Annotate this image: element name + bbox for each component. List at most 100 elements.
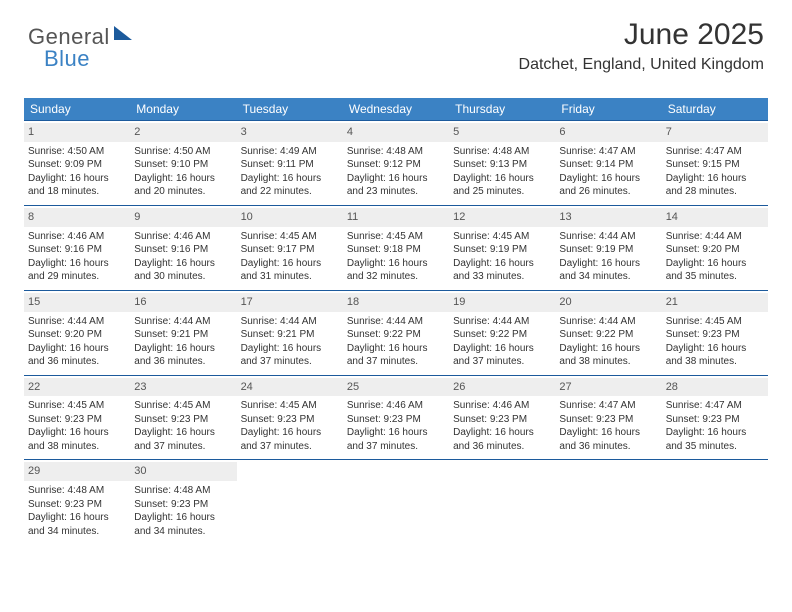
sunset-line: Sunset: 9:23 PM <box>28 413 126 427</box>
day-header: Monday <box>130 98 236 120</box>
sunset-line: Sunset: 9:21 PM <box>241 328 339 342</box>
sunset-line: Sunset: 9:15 PM <box>666 158 764 172</box>
day-cell: 18Sunrise: 4:44 AMSunset: 9:22 PMDayligh… <box>343 291 449 375</box>
week-row: 22Sunrise: 4:45 AMSunset: 9:23 PMDayligh… <box>24 375 768 460</box>
day-cell <box>449 460 555 544</box>
day-number: 8 <box>24 208 130 227</box>
sunset-line: Sunset: 9:10 PM <box>134 158 232 172</box>
day-cell: 15Sunrise: 4:44 AMSunset: 9:20 PMDayligh… <box>24 291 130 375</box>
sunrise-line: Sunrise: 4:47 AM <box>559 145 657 159</box>
daylight-line: Daylight: 16 hours and 37 minutes. <box>347 342 445 369</box>
sunrise-line: Sunrise: 4:48 AM <box>134 484 232 498</box>
day-number: 12 <box>449 208 555 227</box>
day-number: 3 <box>237 123 343 142</box>
day-cell: 25Sunrise: 4:46 AMSunset: 9:23 PMDayligh… <box>343 376 449 460</box>
sunrise-line: Sunrise: 4:44 AM <box>559 230 657 244</box>
daylight-line: Daylight: 16 hours and 31 minutes. <box>241 257 339 284</box>
daylight-line: Daylight: 16 hours and 30 minutes. <box>134 257 232 284</box>
sunrise-line: Sunrise: 4:44 AM <box>559 315 657 329</box>
day-cell: 20Sunrise: 4:44 AMSunset: 9:22 PMDayligh… <box>555 291 661 375</box>
day-number: 15 <box>24 293 130 312</box>
daylight-line: Daylight: 16 hours and 37 minutes. <box>134 426 232 453</box>
day-number: 24 <box>237 378 343 397</box>
day-cell: 22 Sunrise: 4:45 AMSunset: 9:23 PMDayligh… <box>24 376 130 460</box>
sunrise-line: Sunrise: 4:46 AM <box>347 399 445 413</box>
day-cell: 17Sunrise: 4:44 AMSunset: 9:21 PMDayligh… <box>237 291 343 375</box>
day-cell: 29Sunrise: 4:48 AMSunset: 9:23 PMDayligh… <box>24 460 130 544</box>
sunrise-line: Sunrise: 4:45 AM <box>28 399 126 413</box>
sunrise-line: Sunrise: 4:46 AM <box>134 230 232 244</box>
logo-text-blue: Blue <box>44 46 90 71</box>
daylight-line: Daylight: 16 hours and 34 minutes. <box>134 511 232 538</box>
logo-triangle-icon <box>114 26 132 40</box>
week-row: 29Sunrise: 4:48 AMSunset: 9:23 PMDayligh… <box>24 459 768 544</box>
sunrise-line: Sunrise: 4:48 AM <box>28 484 126 498</box>
daylight-line: Daylight: 16 hours and 38 minutes. <box>666 342 764 369</box>
day-cell: 7Sunrise: 4:47 AMSunset: 9:15 PMDaylight… <box>662 121 768 205</box>
sunset-line: Sunset: 9:16 PM <box>28 243 126 257</box>
day-number: 22 <box>24 378 130 397</box>
daylight-line: Daylight: 16 hours and 36 minutes. <box>559 426 657 453</box>
sunrise-line: Sunrise: 4:49 AM <box>241 145 339 159</box>
day-number: 29 <box>24 462 130 481</box>
sunrise-line: Sunrise: 4:44 AM <box>241 315 339 329</box>
sunset-line: Sunset: 9:19 PM <box>559 243 657 257</box>
daylight-line: Daylight: 16 hours and 29 minutes. <box>28 257 126 284</box>
daylight-line: Daylight: 16 hours and 34 minutes. <box>28 511 126 538</box>
day-number: 1 <box>24 123 130 142</box>
daylight-line: Daylight: 16 hours and 28 minutes. <box>666 172 764 199</box>
day-cell: 12Sunrise: 4:45 AMSunset: 9:19 PMDayligh… <box>449 206 555 290</box>
day-cell <box>662 460 768 544</box>
day-cell: 4Sunrise: 4:48 AMSunset: 9:12 PMDaylight… <box>343 121 449 205</box>
daylight-line: Daylight: 16 hours and 33 minutes. <box>453 257 551 284</box>
sunset-line: Sunset: 9:22 PM <box>347 328 445 342</box>
sunset-line: Sunset: 9:21 PM <box>134 328 232 342</box>
daylight-line: Daylight: 16 hours and 37 minutes. <box>347 426 445 453</box>
sunset-line: Sunset: 9:18 PM <box>347 243 445 257</box>
sunrise-line: Sunrise: 4:45 AM <box>241 230 339 244</box>
daylight-line: Daylight: 16 hours and 32 minutes. <box>347 257 445 284</box>
daylight-line: Daylight: 16 hours and 35 minutes. <box>666 257 764 284</box>
sunset-line: Sunset: 9:20 PM <box>28 328 126 342</box>
day-cell: 26Sunrise: 4:46 AMSunset: 9:23 PMDayligh… <box>449 376 555 460</box>
daylight-line: Daylight: 16 hours and 18 minutes. <box>28 172 126 199</box>
day-number: 9 <box>130 208 236 227</box>
sunset-line: Sunset: 9:23 PM <box>559 413 657 427</box>
sunrise-line: Sunrise: 4:44 AM <box>134 315 232 329</box>
day-header: Saturday <box>662 98 768 120</box>
day-number: 11 <box>343 208 449 227</box>
day-cell <box>555 460 661 544</box>
daylight-line: Daylight: 16 hours and 22 minutes. <box>241 172 339 199</box>
day-number: 28 <box>662 378 768 397</box>
day-header-row: SundayMondayTuesdayWednesdayThursdayFrid… <box>24 98 768 120</box>
daylight-line: Daylight: 16 hours and 23 minutes. <box>347 172 445 199</box>
sunrise-line: Sunrise: 4:44 AM <box>666 230 764 244</box>
sunset-line: Sunset: 9:23 PM <box>134 498 232 512</box>
day-number: 23 <box>130 378 236 397</box>
daylight-line: Daylight: 16 hours and 38 minutes. <box>28 426 126 453</box>
daylight-line: Daylight: 16 hours and 38 minutes. <box>559 342 657 369</box>
daylight-line: Daylight: 16 hours and 34 minutes. <box>559 257 657 284</box>
sunset-line: Sunset: 9:23 PM <box>347 413 445 427</box>
sunset-line: Sunset: 9:12 PM <box>347 158 445 172</box>
daylight-line: Daylight: 16 hours and 37 minutes. <box>241 426 339 453</box>
day-number: 30 <box>130 462 236 481</box>
sunrise-line: Sunrise: 4:48 AM <box>347 145 445 159</box>
day-number: 10 <box>237 208 343 227</box>
day-number: 16 <box>130 293 236 312</box>
sunset-line: Sunset: 9:09 PM <box>28 158 126 172</box>
day-cell: 11Sunrise: 4:45 AMSunset: 9:18 PMDayligh… <box>343 206 449 290</box>
sunrise-line: Sunrise: 4:50 AM <box>134 145 232 159</box>
week-row: 15 Sunrise: 4:44 AM Sunset: 9:20 PM Dayligh… <box>24 290 768 375</box>
day-number: 26 <box>449 378 555 397</box>
week-row: 1Sunrise: 4:50 AMSunset: 9:09 PMDaylight… <box>24 120 768 205</box>
sunrise-line: Sunrise: 4:45 AM <box>666 315 764 329</box>
sunset-line: Sunset: 9:20 PM <box>666 243 764 257</box>
weeks-container: 1Sunrise: 4:50 AMSunset: 9:09 PMDaylight… <box>24 120 768 544</box>
sunrise-line: Sunrise: 4:47 AM <box>666 399 764 413</box>
calendar: SundayMondayTuesdayWednesdayThursdayFrid… <box>24 98 768 544</box>
day-cell: 27Sunrise: 4:47 AMSunset: 9:23 PMDayligh… <box>555 376 661 460</box>
day-cell: 14Sunrise: 4:44 AMSunset: 9:20 PMDayligh… <box>662 206 768 290</box>
day-cell: 9Sunrise: 4:46 AMSunset: 9:16 PMDaylight… <box>130 206 236 290</box>
sunset-line: Sunset: 9:23 PM <box>241 413 339 427</box>
